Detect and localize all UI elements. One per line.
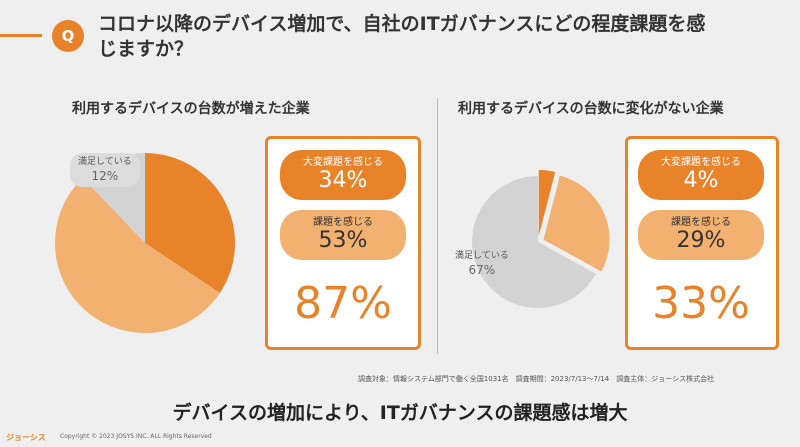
left-summary-issue: 課題を感じる 53%	[280, 210, 406, 260]
right-pie-satisfied-name: 満足している	[455, 251, 509, 261]
left-issue-label: 課題を感じる	[313, 217, 373, 228]
left-very-issue-value: 34%	[318, 168, 368, 193]
left-very-issue-label: 大変課題を感じる	[303, 157, 383, 168]
right-pie-issue-slice	[543, 175, 610, 272]
right-total-value: 33%	[652, 278, 750, 329]
panel-divider	[437, 98, 438, 354]
left-issue-value: 53%	[318, 228, 368, 253]
left-total-value: 87%	[294, 278, 392, 329]
right-pie-satisfied-label: 満足している 67%	[455, 250, 509, 278]
right-pie-chart	[472, 170, 610, 308]
left-pie-very-issue-slice	[145, 153, 236, 293]
right-pie-satisfied-slice	[472, 176, 596, 308]
right-summary-issue: 課題を感じる 29%	[638, 210, 764, 260]
company-logo: ジョーシス	[6, 433, 46, 442]
left-pie-satisfied-value: 12%	[91, 169, 119, 183]
question-badge: Q	[52, 20, 84, 52]
conclusion-text: デバイスの増加により、ITガバナンスの課題感は増大	[172, 402, 628, 424]
left-pie-satisfied-label: 満足している 12%	[70, 153, 140, 187]
right-issue-value: 29%	[676, 228, 726, 253]
left-pie-chart	[55, 153, 236, 333]
copyright-text: Copyright © 2023 JOSYS INC. ALL Rights R…	[60, 433, 212, 440]
left-chart-title: 利用するデバイスの台数が増えた企業	[72, 101, 310, 117]
right-pie-satisfied-value: 67%	[468, 263, 496, 277]
left-summary-very-issue: 大変課題を感じる 34%	[280, 150, 406, 200]
right-chart-title: 利用するデバイスの台数に変化がない企業	[458, 101, 724, 117]
right-summary-very-issue: 大変課題を感じる 4%	[638, 150, 764, 200]
right-pie-very-issue-slice	[538, 170, 556, 237]
left-pie-satisfied-name: 満足している	[78, 157, 132, 167]
right-very-issue-value: 4%	[683, 168, 719, 193]
left-pie-issue-slice	[55, 177, 220, 333]
right-issue-label: 課題を感じる	[671, 217, 731, 228]
accent-line	[0, 34, 42, 37]
survey-footnote: 調査対象：情報システム部門で働く全国1031名 調査期間：2023/7/13〜7…	[358, 375, 715, 383]
right-very-issue-label: 大変課題を感じる	[661, 157, 741, 168]
question-title: コロナ以降のデバイス増加で、自社のITガバナンスにどの程度課題を感じますか？	[98, 13, 706, 60]
